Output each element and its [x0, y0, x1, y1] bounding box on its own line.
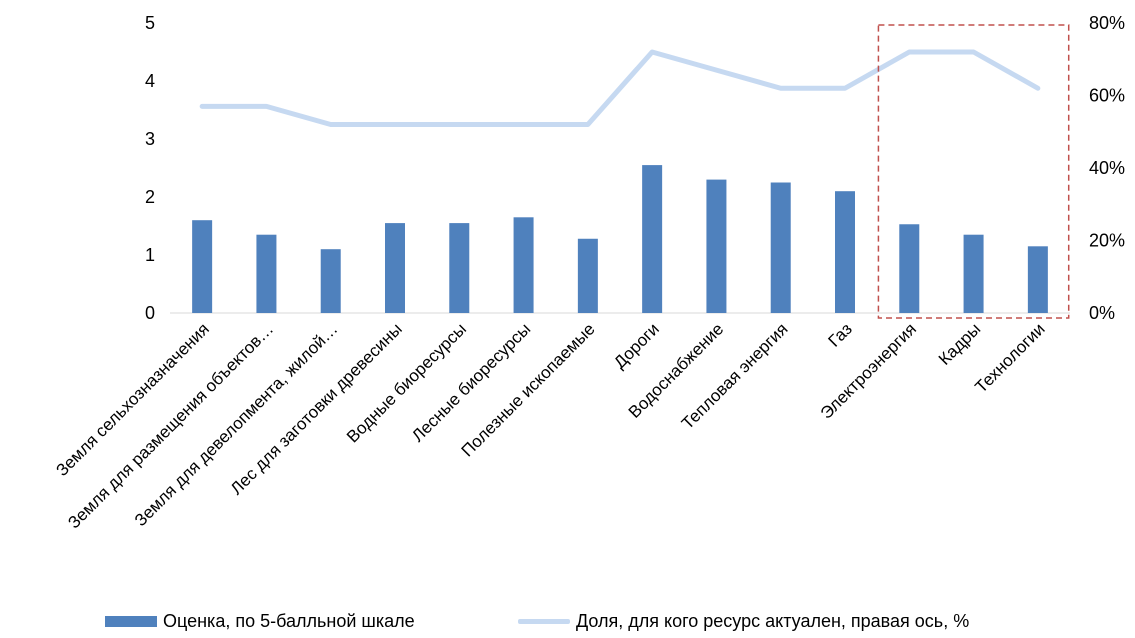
- right-tick-label: 40%: [1089, 158, 1125, 178]
- legend-bar-swatch: [105, 616, 157, 627]
- bar: [449, 223, 470, 313]
- bar: [256, 234, 277, 313]
- bar: [835, 191, 855, 313]
- legend-label-score: Оценка, по 5-балльной шкале: [163, 611, 415, 631]
- bar: [577, 238, 598, 313]
- left-y-axis: 0 1 2 3 4 5: [145, 13, 155, 323]
- highlight-box: [877, 24, 1070, 319]
- right-tick-label: 60%: [1089, 86, 1125, 106]
- left-tick-label: 2: [145, 187, 155, 207]
- legend-line-swatch: [518, 619, 570, 624]
- bar: [385, 223, 405, 313]
- bar: [1027, 246, 1048, 313]
- left-tick-label: 5: [145, 13, 155, 33]
- right-tick-label: 20%: [1089, 231, 1125, 251]
- legend-item-score: Оценка, по 5-балльной шкале: [105, 611, 415, 632]
- bar: [320, 249, 341, 313]
- bar: [513, 217, 534, 313]
- legend: Оценка, по 5-балльной шкале Доля, для ко…: [0, 611, 1135, 635]
- left-tick-label: 3: [145, 129, 155, 149]
- legend-label-share: Доля, для кого ресурс актуален, правая о…: [576, 611, 970, 631]
- bar: [642, 165, 663, 313]
- bar: [192, 220, 213, 313]
- left-tick-label: 0: [145, 303, 155, 323]
- chart: 0 1 2 3 4 5 0% 20% 40% 60% 80% Земля сельхозназна…: [52, 13, 1125, 532]
- category-label: Лесные биоресурсы: [408, 319, 534, 445]
- category-label: Полезные ископаемые: [458, 319, 599, 460]
- bar: [770, 182, 791, 313]
- bar-series: [192, 165, 1048, 313]
- category-label: Водные биоресурсы: [343, 319, 470, 446]
- left-tick-label: 1: [145, 245, 155, 265]
- share-line-series: [199, 49, 1041, 127]
- category-label: Газ: [824, 319, 855, 350]
- right-tick-label: 0%: [1089, 303, 1115, 323]
- category-label: Тепловая энергия: [678, 319, 792, 433]
- bar: [963, 234, 984, 313]
- category-label: Кадры: [935, 319, 984, 368]
- left-tick-label: 4: [145, 71, 155, 91]
- category-label: Технологии: [971, 319, 1048, 396]
- bar: [899, 224, 920, 313]
- bar: [706, 179, 727, 313]
- right-y-axis: 0% 20% 40% 60% 80%: [1089, 13, 1125, 323]
- legend-item-share: Доля, для кого ресурс актуален, правая о…: [518, 611, 969, 632]
- category-label: Дороги: [610, 319, 663, 372]
- right-tick-label: 80%: [1089, 13, 1125, 33]
